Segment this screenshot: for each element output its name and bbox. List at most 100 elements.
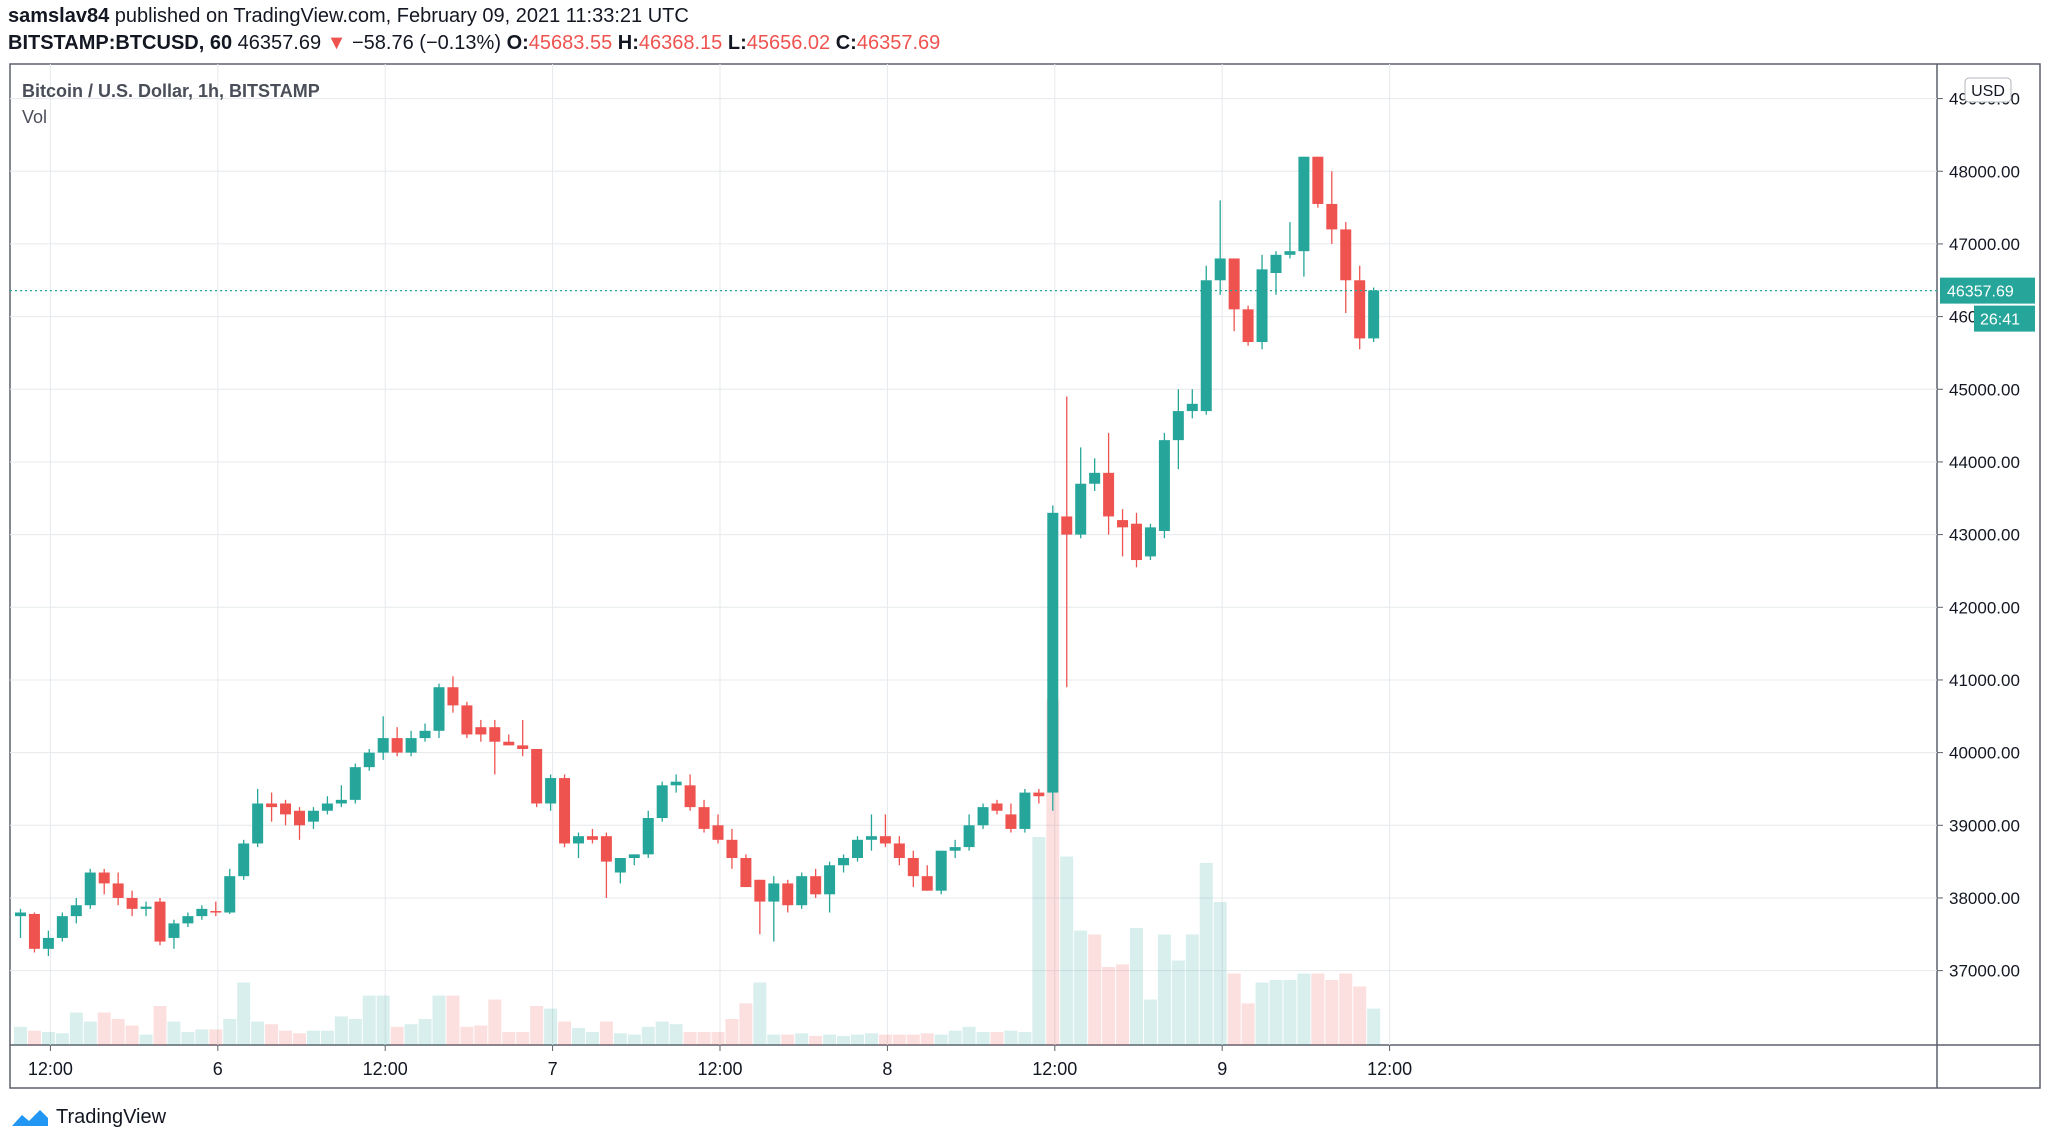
candle-body <box>1061 516 1073 535</box>
candle-body <box>84 872 96 906</box>
candle-body <box>391 738 403 753</box>
candle <box>1131 512 1142 568</box>
price-tag-value: 46357.69 <box>1947 284 2014 301</box>
tradingview-logo-text: TradingView <box>56 1106 167 1128</box>
candle <box>1033 788 1045 804</box>
volume-bar <box>293 1033 306 1045</box>
candle <box>42 930 54 957</box>
candle-body <box>810 876 822 895</box>
open-label: O: <box>506 32 529 54</box>
candle-body <box>1075 483 1087 535</box>
volume-bar <box>725 1019 739 1045</box>
candle-body <box>461 705 473 735</box>
candle-body <box>1326 203 1338 230</box>
candle-body <box>1019 792 1031 829</box>
volume-bar <box>1269 980 1283 1045</box>
candle-body <box>642 818 654 855</box>
volume-bar <box>27 1030 41 1045</box>
volume-bar <box>1339 973 1353 1045</box>
price-tick-label: 48000.00 <box>1949 162 2020 181</box>
price-chart[interactable]: 37000.00 38000.00 39000.00 40000.00 41000.00… <box>0 0 2048 1100</box>
candle-body <box>266 803 278 808</box>
candle-body <box>991 803 1003 811</box>
volume-bar <box>990 1032 1004 1045</box>
tradingview-logo[interactable]: TradingView <box>10 1106 166 1129</box>
candle-body <box>559 778 571 844</box>
candle-body <box>252 803 264 844</box>
volume-bar <box>516 1032 530 1045</box>
candle <box>893 836 905 866</box>
candle <box>335 785 347 808</box>
candle-body <box>405 738 417 753</box>
candle-body <box>838 857 850 866</box>
volume-bar <box>195 1029 209 1045</box>
symbol: BITSTAMP:BTCUSD, 60 <box>8 32 233 54</box>
candle-body <box>1158 440 1170 531</box>
candle <box>1312 156 1324 208</box>
candle-body <box>935 850 947 891</box>
candle <box>1242 305 1254 346</box>
candle <box>879 814 891 848</box>
candle-body <box>224 876 236 913</box>
price-tick-label: 44000.00 <box>1949 453 2020 472</box>
candle <box>1298 156 1310 277</box>
candle <box>196 905 208 920</box>
candle <box>1326 171 1338 244</box>
candle-body <box>42 937 54 949</box>
volume-bar <box>627 1034 641 1045</box>
candle <box>949 839 961 858</box>
candle-body <box>433 687 445 731</box>
volume-bar <box>362 995 376 1045</box>
candle-body <box>1312 156 1324 204</box>
time-tick-label: 7 <box>548 1059 558 1079</box>
candle <box>433 683 445 739</box>
candle <box>768 876 780 942</box>
candle <box>1354 265 1366 350</box>
volume-bar <box>1032 837 1046 1045</box>
last-price-tag: 46357.69 26:41 <box>1940 277 2035 332</box>
volume-bar <box>153 1006 167 1045</box>
candle <box>307 807 319 829</box>
volume-bar <box>697 1032 711 1045</box>
volume-bar <box>544 1008 558 1045</box>
volume-bar <box>265 1024 279 1045</box>
volume-bar <box>446 995 460 1045</box>
high-value: 46368.15 <box>638 32 723 54</box>
candle <box>545 774 557 811</box>
chart-legend-title: Bitcoin / U.S. Dollar, 1h, BITSTAMP <box>22 81 320 101</box>
candle-body <box>1284 251 1296 255</box>
volume-bar <box>920 1033 934 1045</box>
candle-body <box>614 857 626 873</box>
volume-bar <box>111 1019 125 1045</box>
price-tick-label: 39000.00 <box>1949 816 2020 835</box>
candle-body <box>210 911 222 913</box>
volume-bar <box>97 1012 111 1045</box>
candle <box>559 774 571 848</box>
candle <box>1047 505 1059 811</box>
candle-body <box>294 810 305 826</box>
author-name[interactable]: samslav84 <box>8 5 110 27</box>
volume-bar <box>906 1034 920 1045</box>
close-label: C: <box>835 32 857 54</box>
candle <box>698 799 710 833</box>
candle-body <box>1005 814 1017 829</box>
candle <box>963 814 975 851</box>
price-tick-label: 47000.00 <box>1949 235 2020 254</box>
currency-badge[interactable]: USD <box>1964 77 2012 103</box>
volume-bar <box>1283 980 1297 1045</box>
candle <box>991 799 1003 815</box>
candle-body <box>768 883 780 902</box>
candle <box>1089 458 1101 492</box>
candle-body <box>531 748 543 804</box>
last-value: 46357.69 <box>237 32 322 54</box>
candle <box>321 796 333 815</box>
time-axis[interactable]: 12:00 6 12:00 7 12:00 8 12:00 9 12:00 <box>28 1045 1412 1079</box>
ohlc-line: BITSTAMP:BTCUSD, 60 46357.69 ▼ −58.76 (−… <box>8 32 940 55</box>
candle-body <box>824 865 836 895</box>
candle <box>628 854 640 866</box>
candle-body <box>1214 258 1226 281</box>
candle <box>168 919 180 949</box>
candle <box>1256 254 1268 350</box>
volume-bar <box>711 1032 725 1045</box>
volume-bar <box>1074 930 1088 1045</box>
